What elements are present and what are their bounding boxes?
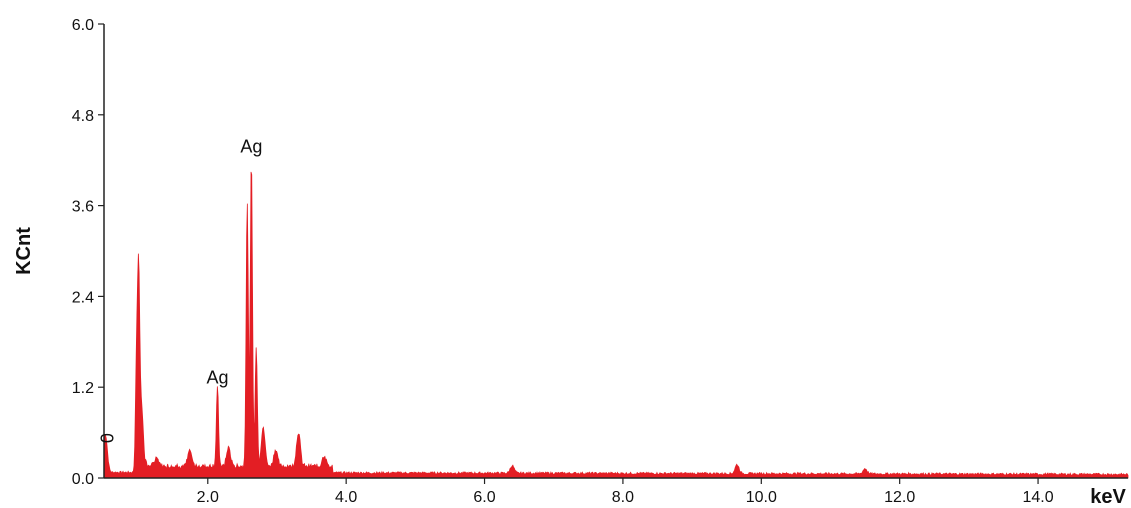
x-axis-title: keV <box>1090 486 1126 508</box>
x-ticks: 2.0 4.0 6.0 8.0 10.0 12.0 14.0 <box>197 478 1054 506</box>
y-ticks: 0.0 1.2 2.4 3.6 4.8 6.0 <box>72 17 104 488</box>
spectrum-layer <box>103 171 1129 479</box>
y-tick-label: 1.2 <box>72 380 94 397</box>
peak-annotation: 0 <box>97 433 117 443</box>
y-tick-label: 4.8 <box>72 108 94 125</box>
y-tick-label: 0.0 <box>72 471 94 488</box>
peak-annotation: Ag <box>206 367 228 387</box>
x-tick-label: 6.0 <box>473 489 495 506</box>
x-tick-label: 8.0 <box>612 489 634 506</box>
y-axis-title: KCnt <box>13 227 35 275</box>
y-tick-label: 6.0 <box>72 17 94 34</box>
spectrum-area <box>103 171 1129 479</box>
y-tick-label: 3.6 <box>72 199 94 216</box>
x-tick-label: 12.0 <box>884 489 915 506</box>
annotations: Ag Ag 0 <box>97 137 262 444</box>
y-tick-label: 2.4 <box>72 289 94 306</box>
x-tick-label: 2.0 <box>197 489 219 506</box>
peak-annotation: Ag <box>240 137 262 157</box>
x-tick-label: 14.0 <box>1022 489 1053 506</box>
x-tick-label: 10.0 <box>746 489 777 506</box>
x-tick-label: 4.0 <box>335 489 357 506</box>
